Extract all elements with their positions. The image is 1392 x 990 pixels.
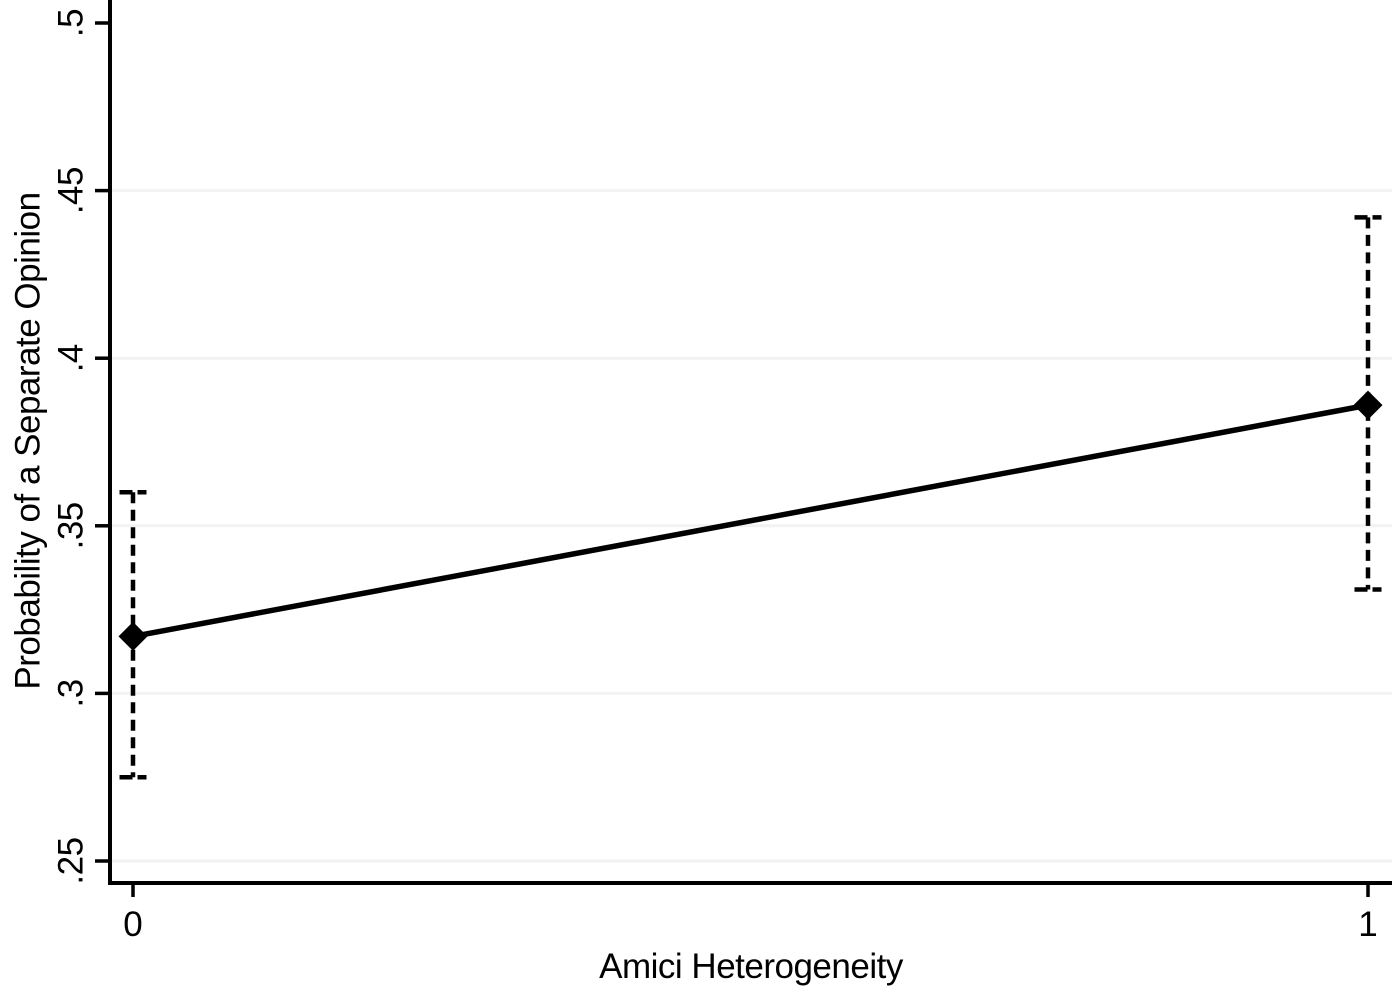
x-axis-title: Amici Heterogeneity [599,947,903,986]
x-tick-label: 0 [123,905,142,944]
y-tick-label: .45 [52,167,91,214]
data-point-diamond [118,621,148,651]
y-axis-title: Probability of a Separate Opinion [8,192,48,690]
y-tick-label: .25 [52,837,91,884]
data-point-diamond [1353,390,1383,420]
x-tick-label: 1 [1358,905,1377,944]
y-tick-label: .4 [52,344,91,372]
trend-line [132,402,1369,640]
y-tick-label: .35 [52,502,91,549]
y-tick-label: .5 [52,9,91,37]
y-tick-label: .3 [52,679,91,707]
